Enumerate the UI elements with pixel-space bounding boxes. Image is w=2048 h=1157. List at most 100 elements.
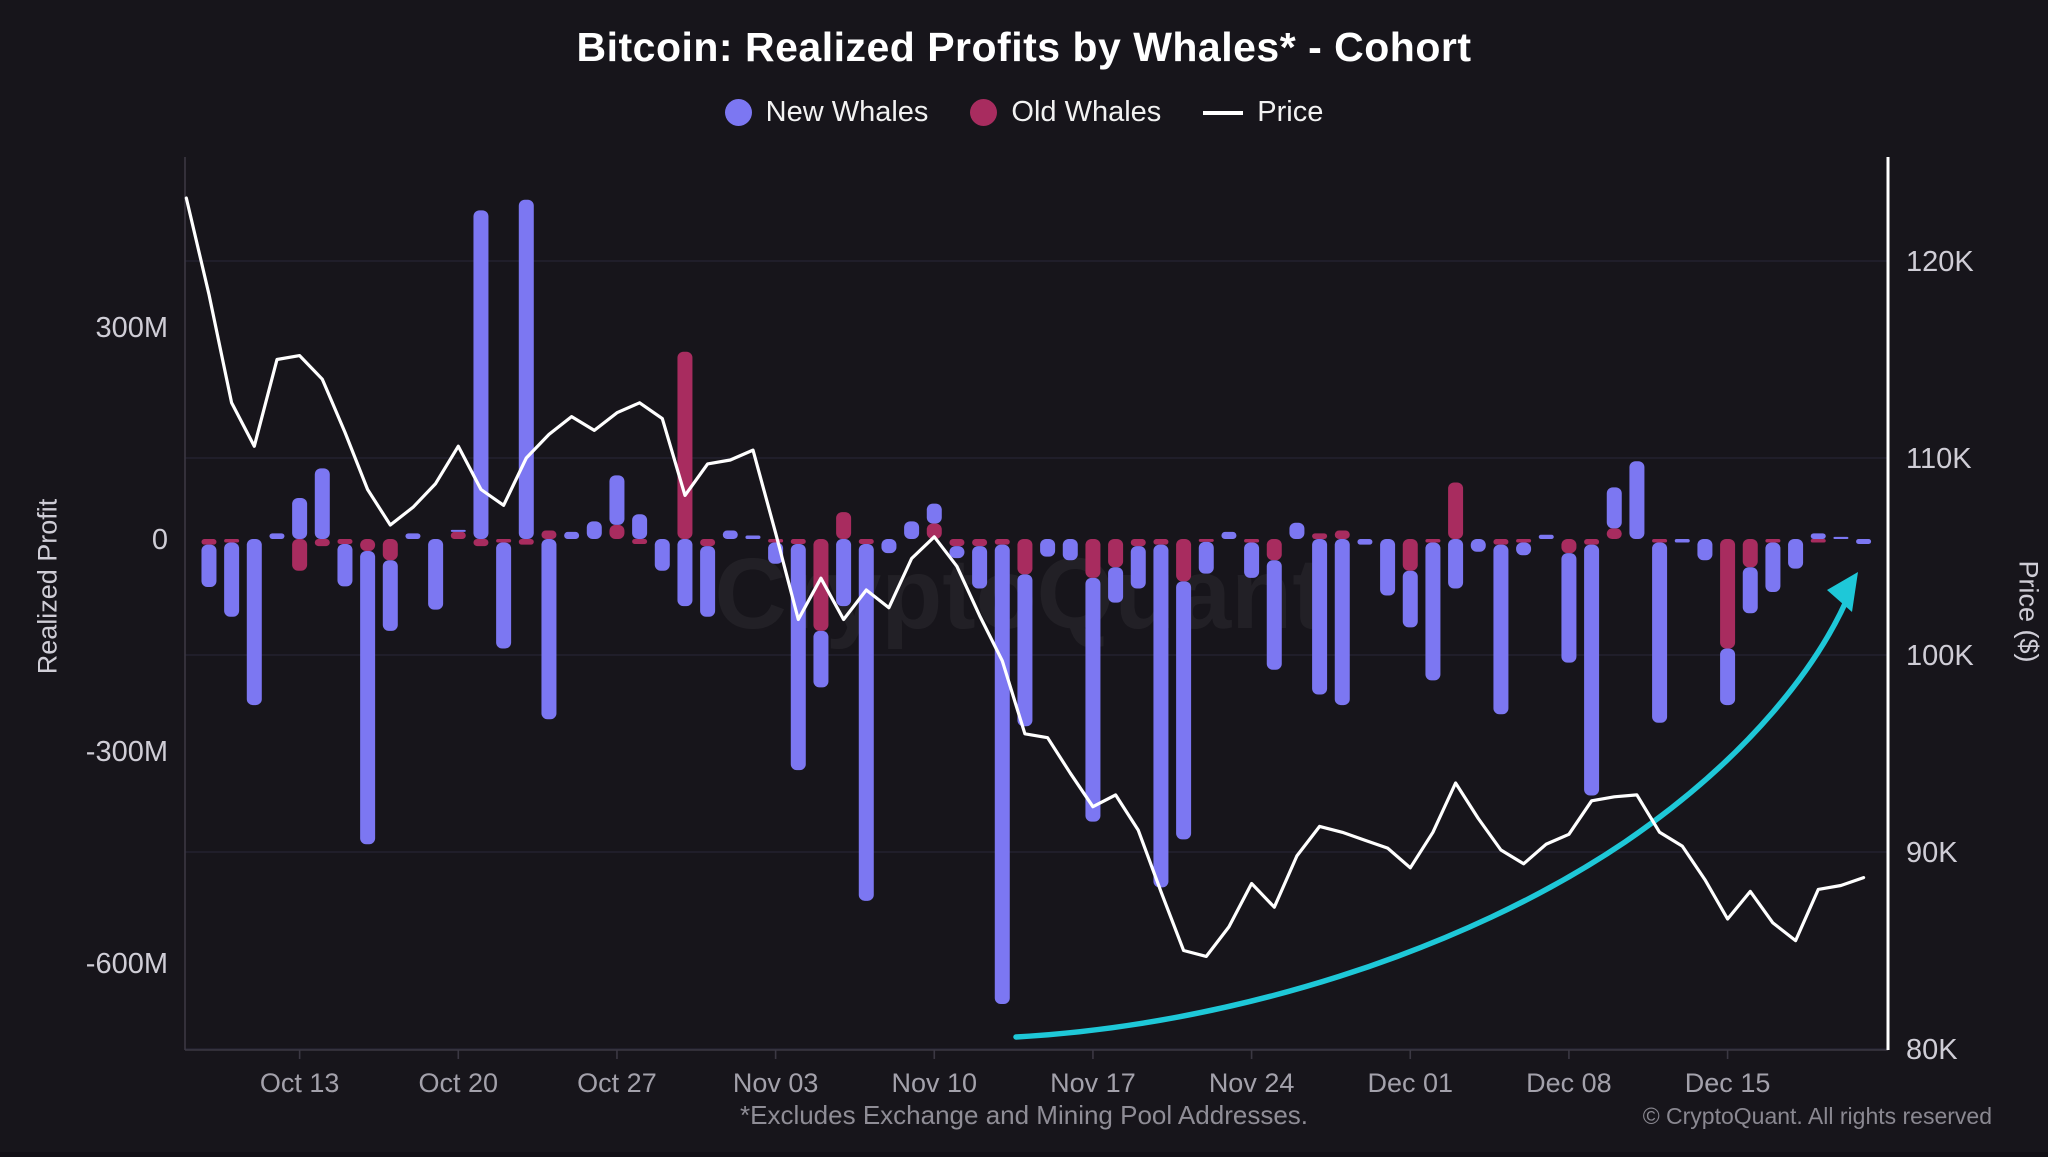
bar-segment[interactable] [201,544,217,588]
bar-segment[interactable] [224,542,240,617]
bar-segment[interactable] [1085,577,1101,822]
bar-segment[interactable] [1017,574,1033,727]
bar-segment[interactable] [790,543,806,771]
bar-segment[interactable] [949,546,965,559]
bar-segment[interactable] [1561,539,1577,554]
bar-segment[interactable] [1402,570,1418,628]
bar-segment[interactable] [1720,648,1736,706]
bar-segment[interactable] [1584,539,1600,545]
bar-segment[interactable] [518,539,534,545]
bar-segment[interactable] [1788,539,1804,569]
bar-segment[interactable] [1017,539,1033,575]
bar-segment[interactable] [518,199,534,540]
bar-segment[interactable] [1538,534,1554,539]
bar-segment[interactable] [224,539,240,543]
bar-segment[interactable] [586,521,602,539]
bar-segment[interactable] [813,539,829,631]
bar-segment[interactable] [1085,539,1101,578]
bar-segment[interactable] [405,533,421,539]
bar-segment[interactable] [1130,546,1146,589]
bar-segment[interactable] [1493,539,1509,545]
bar-segment[interactable] [768,539,784,543]
bar-segment[interactable] [1312,533,1328,539]
bar-segment[interactable] [201,539,217,545]
bar-segment[interactable] [496,542,512,649]
bar-segment[interactable] [1153,539,1169,545]
bar-segment[interactable] [1584,544,1600,796]
bar-segment[interactable] [949,539,965,547]
bar-segment[interactable] [337,539,353,544]
bar-segment[interactable] [881,539,897,554]
bar-segment[interactable] [382,560,398,631]
bar-segment[interactable] [1153,544,1169,888]
bar-segment[interactable] [541,530,557,539]
bar-segment[interactable] [1810,533,1826,539]
bar-segment[interactable] [1334,539,1350,706]
bar-segment[interactable] [972,546,988,589]
bar-segment[interactable] [292,498,308,539]
bar-segment[interactable] [292,539,308,571]
bar-segment[interactable] [745,535,761,539]
bar-segment[interactable] [360,539,376,552]
bar-segment[interactable] [700,539,716,547]
bar-segment[interactable] [269,533,285,539]
bar-segment[interactable] [473,210,489,539]
bar-segment[interactable] [1765,539,1781,543]
bar-segment[interactable] [1266,560,1282,670]
bar-segment[interactable] [1470,539,1486,552]
bar-segment[interactable] [1380,539,1396,596]
bar-segment[interactable] [314,468,330,539]
bar-segment[interactable] [1425,542,1441,681]
bar-segment[interactable] [836,539,852,607]
bar-segment[interactable] [1244,542,1260,578]
bar-segment[interactable] [1062,539,1078,561]
bar-segment[interactable] [1244,539,1260,543]
bar-segment[interactable] [1176,581,1192,840]
bar-segment[interactable] [450,529,466,532]
bar-segment[interactable] [1629,461,1645,539]
bar-segment[interactable] [1425,539,1441,543]
bar-segment[interactable] [904,521,920,539]
bar-segment[interactable] [1108,567,1124,603]
bar-segment[interactable] [1674,539,1690,543]
bar-segment[interactable] [564,531,580,539]
bar-segment[interactable] [700,546,716,617]
bar-segment[interactable] [337,543,353,587]
bar-segment[interactable] [1493,544,1509,715]
bar-segment[interactable] [1176,539,1192,582]
legend-item-new-whales[interactable]: New Whales [724,96,928,129]
bar-segment[interactable] [632,539,648,544]
bar-segment[interactable] [858,543,874,901]
bar-segment[interactable] [1357,539,1373,545]
bar-segment[interactable] [1448,482,1464,539]
bar-segment[interactable] [246,539,262,706]
bar-segment[interactable] [677,351,693,539]
bar-segment[interactable] [972,539,988,547]
bar-segment[interactable] [450,531,466,539]
bar-segment[interactable] [1652,542,1668,723]
bar-segment[interactable] [314,539,330,547]
bar-segment[interactable] [926,503,942,524]
bar-segment[interactable] [722,530,738,539]
bar-segment[interactable] [496,539,512,543]
bars-new-whales[interactable] [201,199,1872,1004]
bar-segment[interactable] [1289,522,1305,539]
bar-segment[interactable] [1742,539,1758,568]
bar-segment[interactable] [790,539,806,544]
bar-segment[interactable] [677,539,693,607]
bar-segment[interactable] [1334,530,1350,539]
bar-segment[interactable] [541,539,557,720]
legend-item-old-whales[interactable]: Old Whales [970,96,1161,129]
bar-segment[interactable] [1402,539,1418,571]
bar-segment[interactable] [1720,539,1736,649]
bar-segment[interactable] [1765,542,1781,592]
bar-segment[interactable] [1606,487,1622,529]
bar-segment[interactable] [1221,531,1237,539]
bar-segment[interactable] [428,539,444,610]
bar-segment[interactable] [1561,553,1577,663]
bar-segment[interactable] [1833,536,1849,539]
bar-segment[interactable] [1516,539,1532,543]
bar-segment[interactable] [1652,539,1668,543]
bar-segment[interactable] [1108,539,1124,568]
bar-segment[interactable] [994,544,1010,1004]
